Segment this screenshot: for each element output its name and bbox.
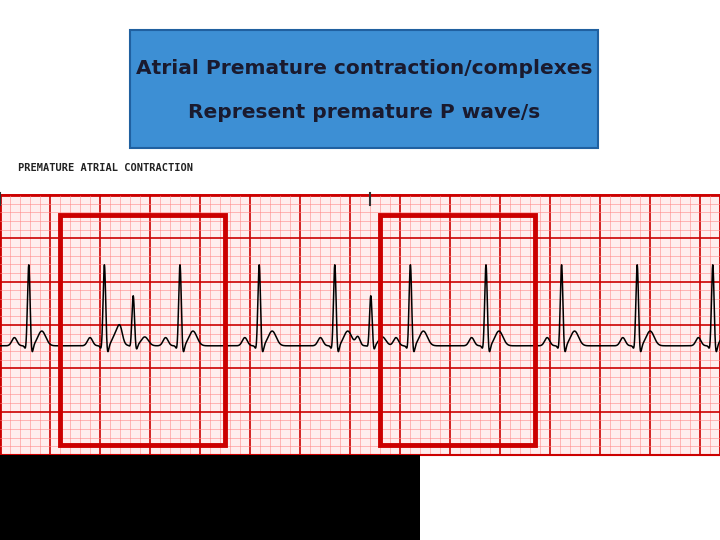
Bar xyxy=(380,215,535,445)
Bar xyxy=(0,195,720,455)
Bar xyxy=(0,155,720,195)
Bar xyxy=(0,455,720,540)
Text: Atrial Premature contraction/complexes: Atrial Premature contraction/complexes xyxy=(136,59,593,78)
Bar xyxy=(60,215,225,445)
Bar xyxy=(130,30,598,148)
Text: PREMATURE ATRIAL CONTRACTION: PREMATURE ATRIAL CONTRACTION xyxy=(18,163,193,173)
Text: Represent premature P wave/s: Represent premature P wave/s xyxy=(188,103,540,122)
Bar xyxy=(0,455,420,540)
